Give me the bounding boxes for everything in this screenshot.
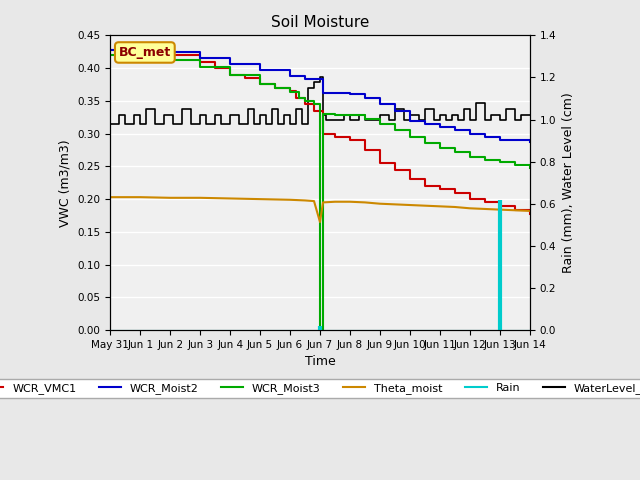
Text: BC_met: BC_met (119, 46, 171, 59)
Y-axis label: Rain (mm), Water Level (cm): Rain (mm), Water Level (cm) (561, 92, 575, 273)
Title: Soil Moisture: Soil Moisture (271, 15, 369, 30)
X-axis label: Time: Time (305, 355, 335, 369)
Y-axis label: VWC (m3/m3): VWC (m3/m3) (59, 139, 72, 227)
Legend: WCR_VMC1, WCR_Moist2, WCR_Moist3, Theta_moist, Rain, WaterLevel_cm: WCR_VMC1, WCR_Moist2, WCR_Moist3, Theta_… (0, 379, 640, 398)
